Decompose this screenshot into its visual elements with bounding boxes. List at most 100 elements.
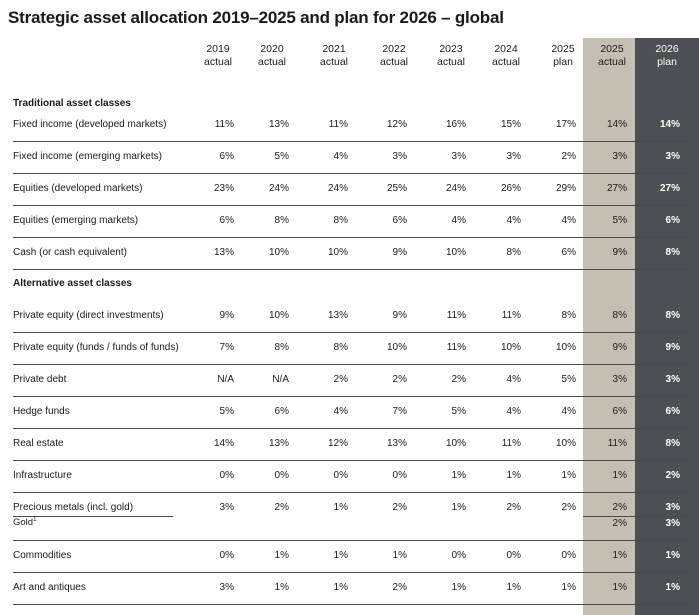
table-cell: 14% (213, 438, 234, 449)
row-divider (13, 604, 693, 605)
table-cell: 3% (219, 502, 234, 513)
table-cell: 8% (665, 310, 680, 321)
row-label: Equities (developed markets) (13, 183, 143, 194)
table-cell: 0% (219, 470, 234, 481)
table-cell: 15% (500, 119, 521, 130)
table-cell: 2% (561, 151, 576, 162)
row-label: Private equity (funds / funds of funds) (13, 342, 179, 353)
table-cell: 2% (451, 374, 466, 385)
table-cell: 14% (606, 119, 627, 130)
column-header: 2020 actual (244, 43, 300, 69)
table-cell: 8% (274, 215, 289, 226)
column-kind: plan (657, 56, 677, 68)
table-cell: 0% (392, 470, 407, 481)
table-cell: 6% (561, 247, 576, 258)
row-label: Precious metals (incl. gold) (13, 502, 134, 513)
section-title: Traditional asset classes (13, 98, 131, 109)
table-cell: 3% (665, 151, 680, 162)
table-cell: 5% (561, 374, 576, 385)
table-cell: 5% (451, 406, 466, 417)
table-cell: 2% (333, 374, 348, 385)
column-kind: actual (379, 56, 409, 68)
column-kind: plan (553, 56, 573, 68)
table-cell: 1% (333, 582, 348, 593)
table-cell: 12% (386, 119, 407, 130)
table-row: Precious metals (incl. gold) 3% 2% 1% 2% 1% 2%… (0, 493, 699, 541)
row-label: Commodities (13, 550, 72, 561)
column-header: 2019 actual (190, 43, 246, 69)
table-cell: 2% (612, 502, 627, 513)
column-header: 2024 actual (478, 43, 534, 69)
table-cell: 1% (506, 582, 521, 593)
row-divider (13, 364, 693, 365)
row-divider (13, 396, 693, 397)
row-divider (13, 428, 693, 429)
table-cell: 2% (561, 502, 576, 513)
subrow-label-text: Gold (13, 517, 34, 529)
table-cell: 1% (274, 550, 289, 561)
table-cell: 8% (333, 342, 348, 353)
table-cell: 6% (665, 406, 680, 417)
column-kind: actual (319, 56, 349, 68)
table-cell: 0% (506, 550, 521, 561)
table-cell: N/A (217, 374, 234, 385)
table-cell: 7% (392, 406, 407, 417)
column-year: 2025 (600, 43, 624, 55)
table-cell: 13% (268, 119, 289, 130)
row-divider (13, 572, 693, 573)
footnote-marker: 1 (33, 517, 37, 523)
table-cell: 9% (612, 342, 627, 353)
table-cell: 11% (501, 438, 521, 449)
table-cell: 3% (506, 151, 521, 162)
table-cell: 9% (392, 310, 407, 321)
table-cell: 3% (219, 582, 234, 593)
row-divider (13, 237, 693, 238)
table-cell: 4% (506, 215, 521, 226)
table-cell: 11% (607, 438, 627, 449)
row-label: Equities (emerging markets) (13, 215, 139, 226)
row-label: Art and antiques (13, 582, 86, 593)
table-row: Fixed income (emerging markets) 6% 5% 4% 3% 3… (0, 142, 699, 174)
table-cell: 2% (392, 502, 407, 513)
subrow-label: Gold1 (13, 517, 36, 528)
table-cell: 2% (665, 470, 680, 481)
table-cell: 3% (612, 151, 627, 162)
table-cell: 1% (451, 582, 466, 593)
table-cell: 4% (506, 374, 521, 385)
column-year: 2023 (439, 43, 463, 55)
table-cell: 6% (274, 406, 289, 417)
row-divider (13, 205, 693, 206)
table-cell: 14% (659, 119, 680, 130)
table-cell: 12% (327, 438, 348, 449)
table-cell: 6% (665, 215, 680, 226)
column-kind: actual (436, 56, 466, 68)
table-row: Real estate 14% 13% 12% 13% 10% 11% 10% 11% 8% (0, 429, 699, 461)
table-cell: 1% (612, 550, 627, 561)
table-cell: 1% (451, 470, 466, 481)
table-cell: 8% (333, 215, 348, 226)
table-cell: 4% (333, 406, 348, 417)
table-cell: 13% (268, 438, 289, 449)
highlight-subrow-divider (583, 516, 693, 517)
table-row: Cash (or cash equivalent) 13% 10% 10% 9% 10% 8… (0, 238, 699, 270)
table-cell: 1% (506, 470, 521, 481)
table-cell: 1% (274, 582, 289, 593)
table-cell: 13% (327, 310, 348, 321)
column-kind: actual (597, 56, 627, 68)
table-cell: 24% (445, 183, 466, 194)
table-cell: 5% (274, 151, 289, 162)
table-row: Infrastructure 0% 0% 0% 0% 1% 1% 1% 1% 2% (0, 461, 699, 493)
table-cell: 8% (665, 247, 680, 258)
table-cell: 0% (333, 470, 348, 481)
table-row: Private equity (funds / funds of funds) 7… (0, 333, 699, 365)
table-cell: 2% (392, 374, 407, 385)
table-cell: 8% (612, 310, 627, 321)
table-cell: 24% (327, 183, 348, 194)
table-cell: 3% (392, 151, 407, 162)
row-divider (13, 460, 693, 461)
column-year: 2024 (494, 43, 518, 55)
table-cell: 1% (665, 582, 680, 593)
table-cell: 0% (451, 550, 466, 561)
table-cell: 11% (214, 119, 234, 130)
table-cell: 6% (219, 151, 234, 162)
